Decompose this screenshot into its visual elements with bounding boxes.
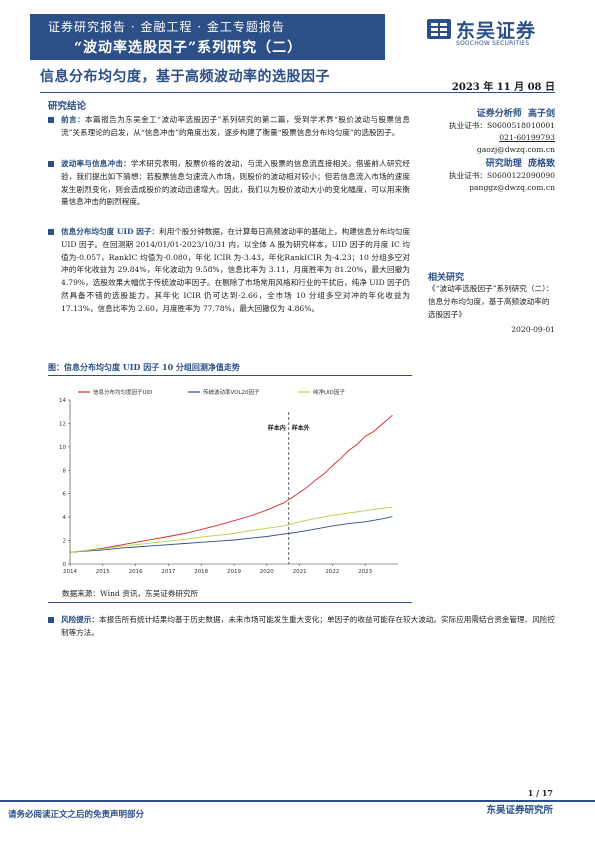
paragraph-risk: 风险提示：本报告所有统计结果均基于历史数据，未来市场可能发生重大变化；单因子的收… [48,614,555,640]
y-tick-label: 14 [59,398,66,404]
x-tick-label: 2014 [63,569,77,575]
x-tick-label: 2018 [194,569,208,575]
figure-divider [48,602,412,603]
figure-heading: 图：信息分布均匀度 UID 因子 10 分组回测净值走势 [48,362,412,376]
paragraph-volatility: 波动率与信息冲击：学术研究表明，股票价格的波动，与流入股票的信息流直接相关。借鉴… [48,158,410,209]
analyst-cert: 执业证书：S0600518010001 [449,121,555,130]
analyst-block-1: 证券分析师 高子剑 执业证书：S0600518010001 021-601997… [449,108,555,156]
x-tick-label: 2016 [129,569,143,575]
x-tick-label: 2019 [227,569,241,575]
paragraph-uid-factor: 信息分布均匀度 UID 因子：利用个股分钟数据，在计算每日高频波动率的基础上，构… [48,226,410,316]
paragraph-text: 利用个股分钟数据，在计算每日高频波动率的基础上，构建信息分布均匀度 UID 因子… [61,227,411,313]
analyst-name: 高子剑 [527,109,555,119]
y-tick-label: 0 [63,562,67,568]
report-date: 2023 年 11 月 08 日 [451,82,555,93]
y-tick-label: 2 [63,539,67,545]
series-line-3 [69,506,393,553]
analyst-cert: 执业证书：S0600122090090 [449,171,555,180]
x-tick-label: 2015 [96,569,110,575]
analyst-block-2: 研究助理 庞格致 执业证书：S0600122090090 panggz@dwzq… [449,158,555,194]
paragraph-preface: 前言：本篇报告为东吴金工“波动率选股因子”系列研究的第二篇，受到学术界“股价波动… [48,114,410,140]
y-tick-label: 8 [63,468,67,474]
figure-source: 数据来源：Wind 资讯，东吴证券研究所 [62,589,199,598]
series-line: 证券研究报告 · 金融工程 · 金工专题报告 [48,20,285,34]
logo-cn: 东吴证券 [456,20,537,42]
nav-line-chart: 0 2 4 6 8 10 12 14 2014 2015 2016 2017 2018 2019 2020 2… [59,388,398,575]
related-link[interactable]: 《“波动率选股因子”系列研究（二）：信息分布均匀度，基于高频波动率的选股因子》 [428,284,554,319]
page-number: 1 / 17 [527,788,553,798]
footer-bar [0,800,595,802]
paragraph-label: 波动率与信息冲击： [61,159,131,168]
report-title: 信息分布均匀度，基于高频波动率的选股因子 [40,69,330,85]
legend-label: 传统波动率VOL20因子 [203,388,260,396]
title-divider [40,92,555,93]
y-tick-label: 12 [59,421,66,427]
legend-label: 纯净UID因子 [313,388,345,396]
logo-en: SOOCHOW SECURITIES [456,40,530,47]
paragraph-text: 本篇报告为东吴金工“波动率选股因子”系列研究的第二篇，受到学术界“股价波动与股票… [61,115,410,137]
analyst-phone[interactable]: 021-60199793 [499,133,555,142]
footer-org: 东吴证券研究所 [486,805,553,816]
x-tick-label: 2023 [358,569,372,575]
header-banner: 证券研究报告 · 金融工程 · 金工专题报告 “波动率选股因子”系列研究（二） [30,14,385,60]
related-date: 2020-09-01 [511,325,555,334]
y-tick-label: 6 [63,492,67,498]
paragraph-label: 前言： [61,115,86,124]
x-tick-label: 2022 [325,569,339,575]
risk-label: 风险提示： [61,615,99,624]
logo-mark-icon [427,19,451,39]
x-tick-label: 2017 [161,569,175,575]
disclaimer-note: 请务必阅读正文之后的免责声明部分 [8,810,145,820]
series-line-1 [69,414,393,553]
series-line-2 [69,516,393,553]
paragraph-text: 学术研究表明，股票价格的波动，与流入股票的信息流直接相关。借鉴前人研究经验，我们… [61,159,411,207]
bullet-icon [48,117,54,123]
paragraph-label: 信息分布均匀度 UID 因子： [61,227,160,236]
series-title: “波动率选股因子”系列研究（二） [74,40,303,56]
x-tick-label: 2021 [293,569,307,575]
y-tick-label: 10 [59,445,66,451]
annotation-out-of-sample: 样本外 [292,424,310,432]
bullet-icon [48,161,54,167]
analyst-name: 庞格致 [527,159,555,169]
analyst-role: 证券分析师 [476,109,522,119]
analyst-email[interactable]: panggz@dwzq.com.cn [469,183,555,192]
conclusion-heading: 研究结论 [48,101,87,112]
risk-text: 本报告所有统计结果均基于历史数据，未来市场可能发生重大变化；单因子的收益可能存在… [61,615,555,637]
annotation-in-sample: 样本内 [268,424,286,432]
legend-label: 信息分布均匀度因子UID [93,388,152,396]
bullet-icon [48,617,54,623]
y-tick-label: 4 [63,515,67,521]
brand-logo: 东吴证券 SOOCHOW SECURITIES [426,16,566,50]
x-tick-label: 2020 [260,569,274,575]
related-heading: 相关研究 [428,273,465,283]
analyst-email[interactable]: gaozj@dwzq.com.cn [476,145,555,154]
bullet-icon [48,229,54,235]
analyst-role: 研究助理 [485,159,522,169]
